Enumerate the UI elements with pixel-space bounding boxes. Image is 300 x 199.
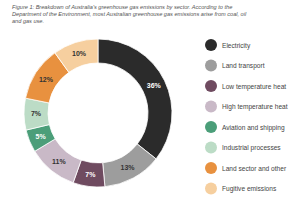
data-label: 36% bbox=[147, 82, 162, 89]
legend-swatch bbox=[205, 80, 217, 92]
slice bbox=[24, 98, 49, 130]
legend-label: Land transport bbox=[222, 62, 265, 70]
legend-label: Industrial processes bbox=[222, 144, 281, 152]
legend-swatch bbox=[205, 121, 217, 133]
legend-swatch bbox=[205, 183, 217, 195]
data-label: 7% bbox=[85, 171, 96, 178]
legend-label: Land sector and other bbox=[222, 165, 287, 172]
legend-label: Electricity bbox=[222, 42, 251, 50]
legend-swatch bbox=[205, 39, 217, 51]
slice bbox=[103, 144, 156, 187]
data-label: 12% bbox=[39, 76, 54, 83]
legend-label: High temperature heat bbox=[222, 103, 288, 111]
legend: Electricity Land transport Low temperature… bbox=[205, 39, 288, 195]
legend-label: Aviation and shipping bbox=[222, 124, 285, 132]
data-label: 11% bbox=[52, 158, 66, 165]
data-label: 10% bbox=[72, 50, 87, 57]
slice bbox=[55, 39, 98, 72]
legend-label: Low temperature heat bbox=[222, 83, 286, 91]
slices bbox=[24, 39, 172, 187]
legend-swatch bbox=[205, 60, 217, 72]
data-label: 7% bbox=[31, 110, 42, 117]
legend-label: Fugitive emissions bbox=[222, 185, 277, 193]
legend-swatch bbox=[205, 101, 217, 113]
data-label: 13% bbox=[121, 164, 136, 171]
data-labels: 36% 13% 7% 11% 5% 7% 12% 10% bbox=[31, 50, 162, 178]
legend-swatch bbox=[205, 142, 217, 154]
data-label: 5% bbox=[36, 133, 47, 140]
slice bbox=[98, 39, 172, 159]
caption: Figure 1: Breakdown of Australia's green… bbox=[12, 4, 250, 25]
chart: 36% 13% 7% 11% 5% 7% 12% 10% Electricity Land tra… bbox=[0, 0, 300, 199]
legend-swatch bbox=[205, 162, 217, 174]
